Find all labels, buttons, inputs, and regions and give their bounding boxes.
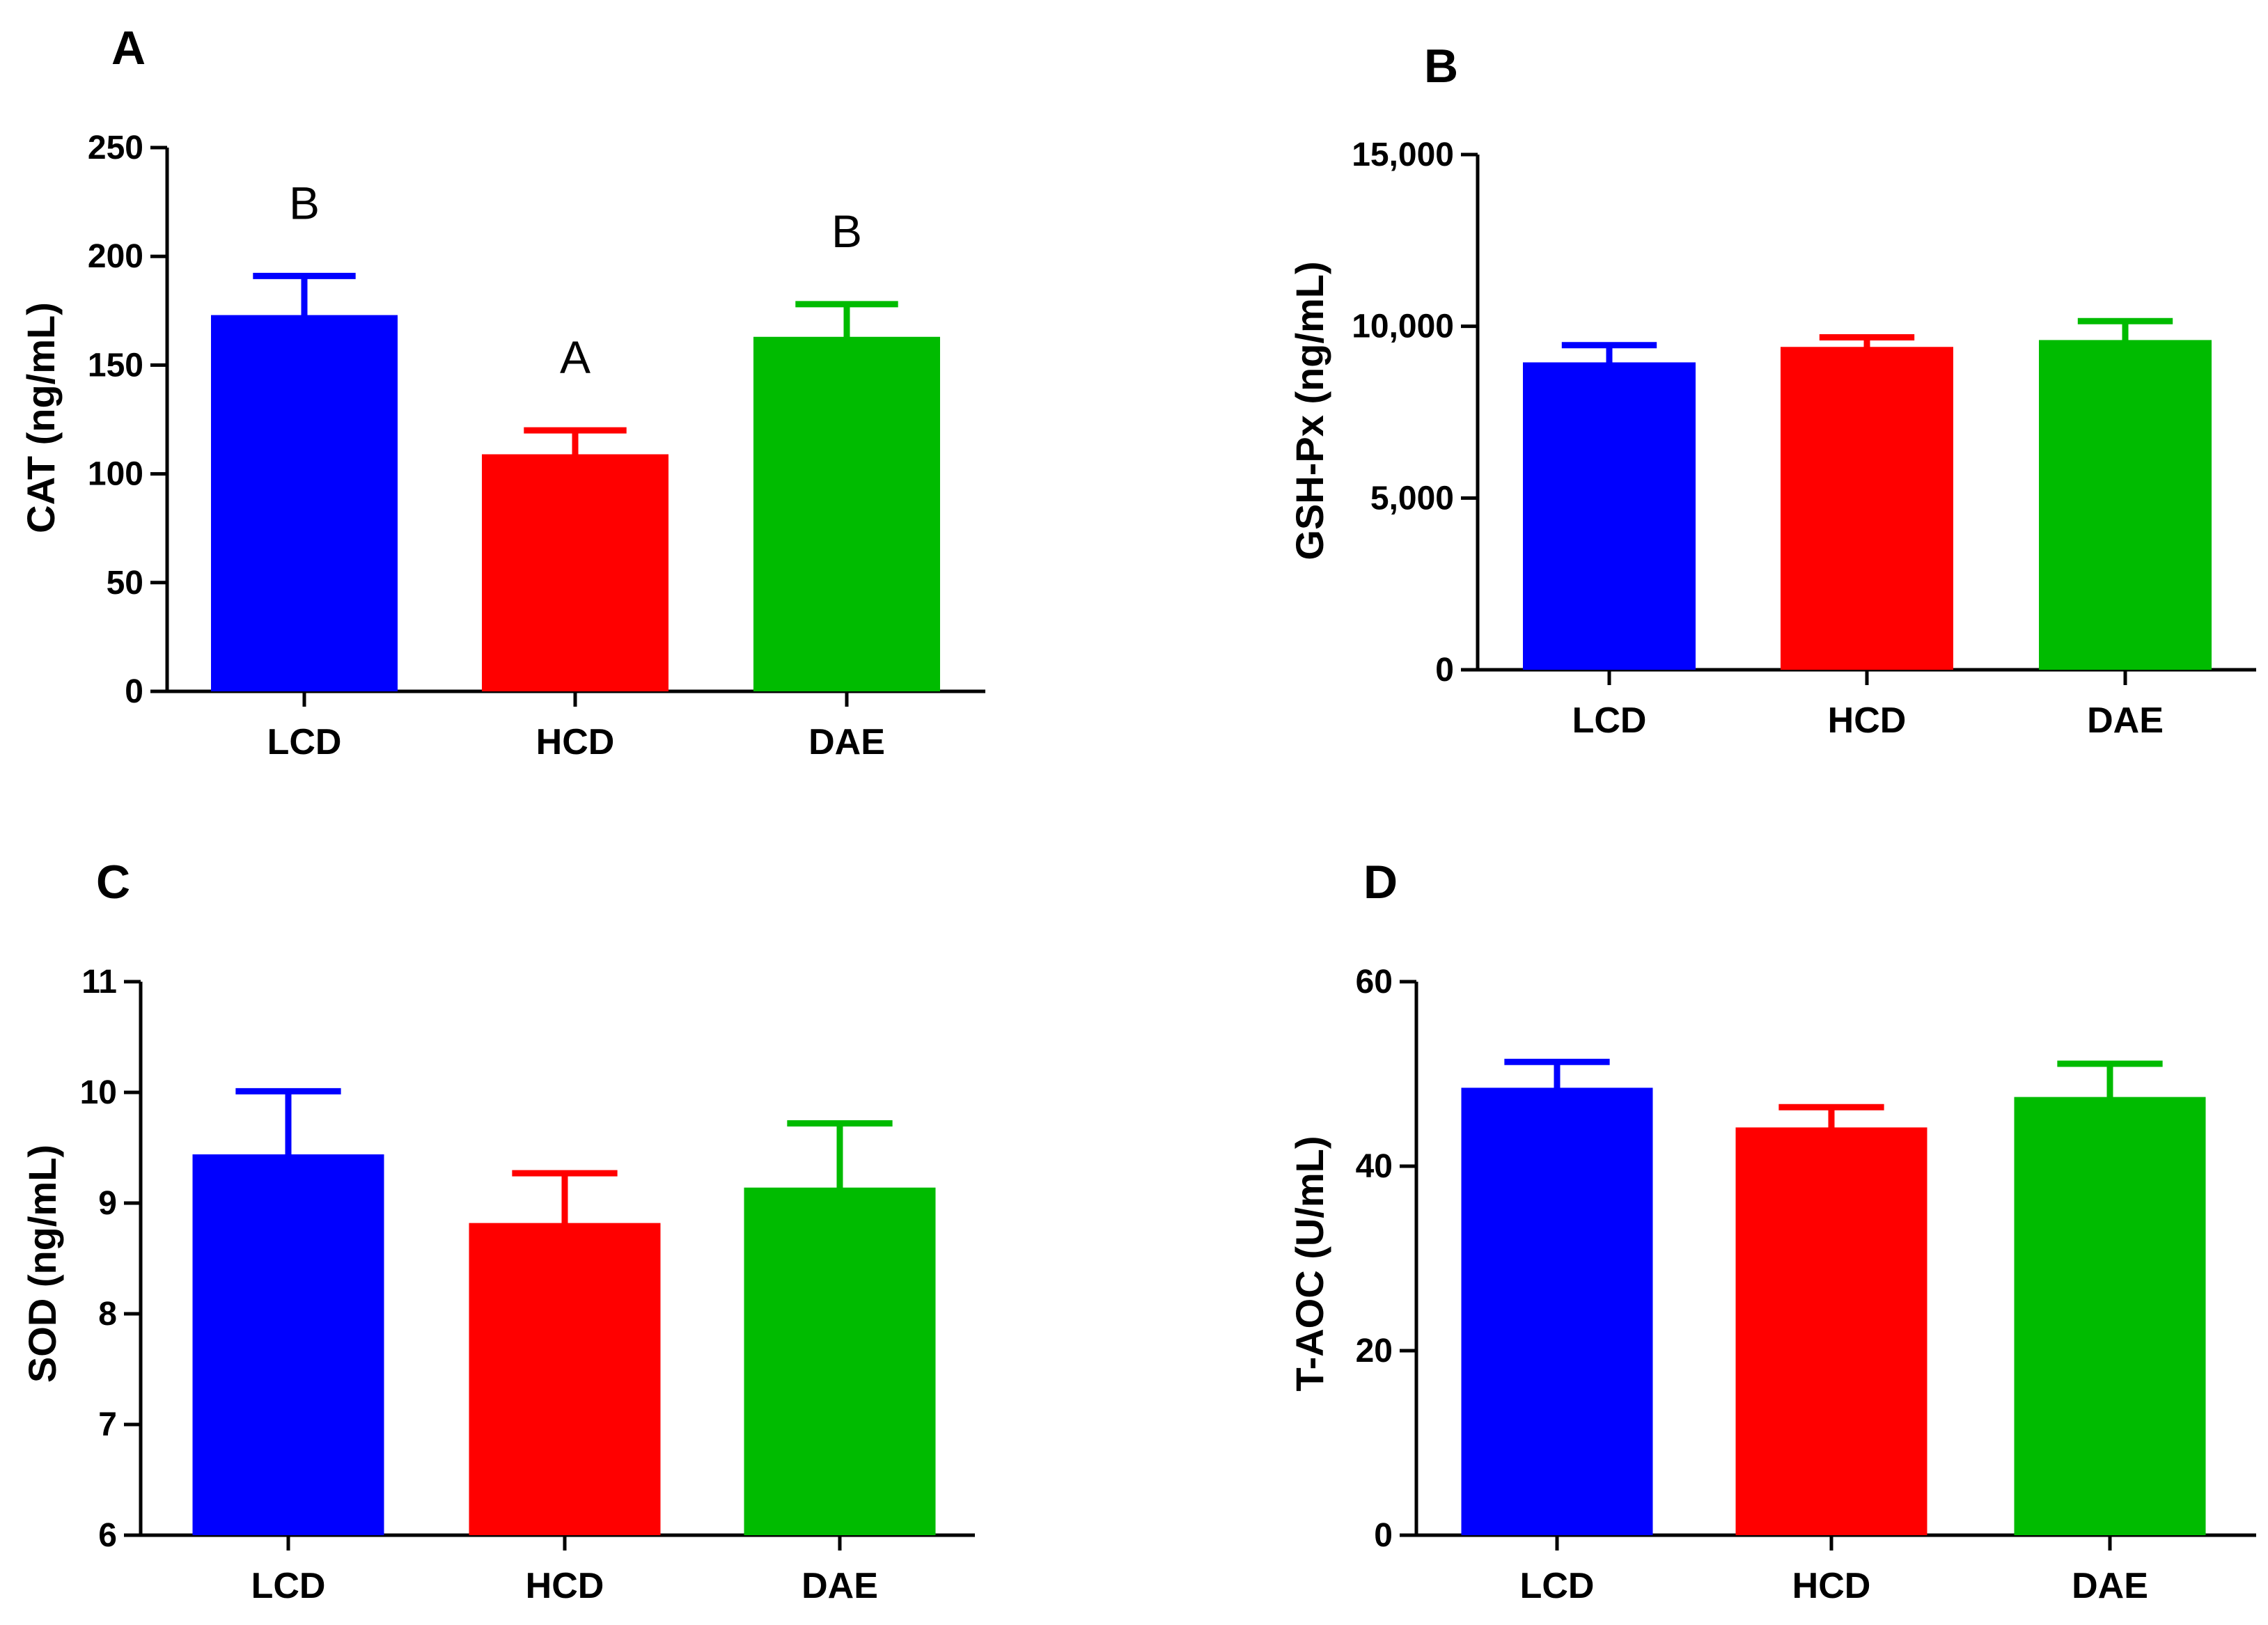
panel-d-axes: 0 20 40 60 LCD HCD DAE: [1356, 964, 2256, 1606]
panel-a-bar-hcd: [482, 454, 668, 691]
panel-a-axes: 0 50 100 150 200 250 LCD HCD DAE: [88, 129, 985, 762]
panel-b-bars: [1523, 317, 2212, 670]
panel-a-bar-dae: [753, 336, 940, 691]
panel-d-bar-lcd: [1461, 1088, 1653, 1535]
panel-d-letter: D: [1363, 856, 1398, 909]
panel-a-bars: B A B: [211, 177, 940, 692]
panel-a-y-tick-label: 50: [107, 565, 143, 602]
panel-a-category-label-hcd: HCD: [536, 722, 615, 762]
panel-d-y-axis-label: T-AOC (U/mL): [1288, 1136, 1331, 1391]
panel-c-category-label-dae: DAE: [801, 1566, 878, 1606]
panel-a-y-tick-label: 200: [88, 238, 143, 275]
panel-d-y-tick-label: 0: [1374, 1517, 1393, 1554]
panel-b-y-tick-label: 0: [1435, 652, 1454, 689]
panel-b-y-axis-label: GSH-Px (ng/mL): [1288, 261, 1331, 560]
panel-a: A CAT (ng/mL) 0 50 100 150 200 250 LCD HCD DAE B…: [19, 22, 985, 762]
panel-c: C SOD (ng/mL) 6 7 8 9 10 11 LCD HCD DAE: [20, 856, 975, 1606]
panel-c-y-axis-label: SOD (ng/mL): [20, 1145, 64, 1383]
panel-d: D T-AOC (U/mL) 0 20 40 60 LCD HCD DAE: [1288, 856, 2256, 1606]
panel-d-category-label-lcd: LCD: [1520, 1566, 1595, 1606]
panel-b-bar-dae: [2039, 340, 2212, 670]
panel-d-bars: [1461, 1058, 2206, 1535]
panel-b-category-label-dae: DAE: [2087, 700, 2164, 741]
panel-d-category-label-dae: DAE: [2072, 1566, 2148, 1606]
panel-d-category-label-hcd: HCD: [1792, 1566, 1871, 1606]
panel-c-y-tick-label: 6: [98, 1517, 117, 1554]
panel-b-category-label-lcd: LCD: [1572, 700, 1647, 741]
panel-c-bar-lcd: [192, 1154, 384, 1535]
panel-a-sig-letter-hcd: A: [560, 331, 591, 383]
panel-a-y-tick-label: 100: [88, 456, 143, 493]
panel-c-bars: [192, 1088, 936, 1535]
panel-d-y-tick-label: 40: [1356, 1148, 1393, 1185]
panel-c-bar-hcd: [469, 1223, 661, 1535]
panel-b-letter: B: [1424, 40, 1458, 93]
panel-a-sig-letter-dae: B: [831, 205, 862, 257]
panel-c-bar-dae: [744, 1187, 936, 1535]
panel-c-category-label-hcd: HCD: [526, 1566, 604, 1606]
panel-b-y-tick-label: 5,000: [1370, 480, 1454, 517]
panel-a-y-tick-label: 250: [88, 129, 143, 166]
panel-c-letter: C: [96, 856, 130, 909]
panel-b-y-tick-label: 10,000: [1352, 308, 1454, 345]
panel-a-y-tick-label: 0: [125, 673, 143, 710]
panel-c-y-tick-label: 11: [81, 964, 117, 1000]
panel-a-category-label-dae: DAE: [808, 722, 885, 762]
panel-d-bar-hcd: [1735, 1127, 1927, 1535]
panel-c-y-tick-label: 7: [98, 1406, 117, 1443]
panel-a-bar-lcd: [211, 315, 398, 692]
panel-b: B GSH-Px (ng/mL) 0 5,000 10,000 15,000 LCD HC…: [1288, 40, 2256, 741]
panel-d-y-tick-label: 20: [1356, 1333, 1393, 1369]
panel-b-category-label-hcd: HCD: [1828, 700, 1907, 741]
panel-a-category-label-lcd: LCD: [267, 722, 342, 762]
panel-b-y-tick-label: 15,000: [1352, 136, 1454, 173]
panel-b-bar-hcd: [1781, 347, 1953, 670]
panel-c-category-label-lcd: LCD: [251, 1566, 326, 1606]
panel-c-y-tick-label: 9: [98, 1185, 117, 1222]
panel-a-sig-letter-lcd: B: [289, 177, 320, 228]
panel-b-bar-lcd: [1523, 362, 1696, 670]
panel-c-y-tick-label: 10: [80, 1074, 117, 1111]
panel-c-y-tick-label: 8: [98, 1296, 117, 1333]
panel-d-y-tick-label: 60: [1356, 964, 1393, 1000]
panel-a-y-axis-label: CAT (ng/mL): [19, 302, 63, 533]
panel-a-letter: A: [111, 22, 146, 74]
panel-a-y-tick-label: 150: [88, 347, 143, 384]
panel-d-bar-dae: [2014, 1097, 2206, 1535]
